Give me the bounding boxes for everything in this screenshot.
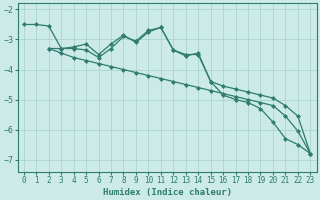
X-axis label: Humidex (Indice chaleur): Humidex (Indice chaleur) bbox=[103, 188, 232, 197]
